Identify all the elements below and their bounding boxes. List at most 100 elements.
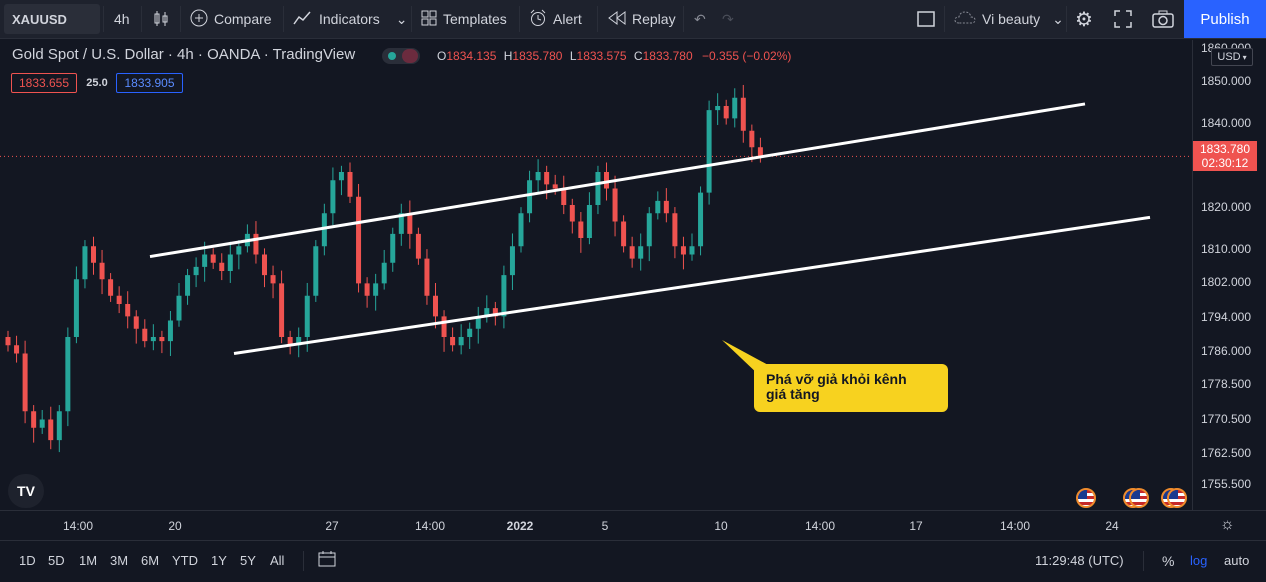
time-axis[interactable]: 14:00 20 27 14:00 2022 5 10 14:00 17 14:…: [0, 510, 1266, 541]
range-all-button[interactable]: All: [270, 553, 285, 568]
publish-button[interactable]: Publish: [1184, 0, 1266, 38]
tradingview-logo-icon[interactable]: TV: [8, 474, 44, 508]
candle-body: [296, 337, 302, 346]
alert-button[interactable]: Alert: [529, 0, 582, 38]
price-axis[interactable]: 1860.000 1850.000 1840.000 1820.000 1810…: [1192, 40, 1266, 510]
compare-button[interactable]: Compare: [190, 0, 272, 38]
candle-body: [698, 192, 704, 247]
redo-button[interactable]: ↷: [722, 0, 734, 38]
candle-body: [757, 147, 763, 157]
price-label: 1850.000: [1200, 74, 1251, 88]
range-3m-button[interactable]: 3M: [110, 553, 129, 568]
price-label: 1762.500: [1200, 446, 1251, 460]
chart-type-button[interactable]: [152, 0, 170, 38]
range-1d-button[interactable]: 1D: [19, 553, 36, 568]
candles-icon: [154, 11, 168, 26]
us-flag-event-icon[interactable]: [1076, 488, 1096, 508]
rewind-icon: [608, 10, 626, 28]
candle-body: [578, 221, 584, 238]
auto-scale-button[interactable]: auto: [1224, 553, 1250, 568]
candle-body: [398, 213, 404, 234]
candle-body: [441, 316, 447, 337]
currency-selector[interactable]: USD ▾: [1211, 48, 1253, 66]
candle-body: [723, 106, 729, 119]
symbol-legend-title: Gold Spot / U.S. Dollar · 4h · OANDA · T…: [12, 46, 356, 63]
symbol-search-button[interactable]: XAUUSD: [4, 4, 100, 34]
templates-button[interactable]: Templates: [421, 0, 507, 38]
buy-price-button[interactable]: 1833.905: [116, 73, 183, 93]
candle-body: [663, 200, 669, 214]
gear-icon: ⚙: [1075, 8, 1093, 31]
candle-body: [65, 337, 71, 412]
time-label: 14:00: [999, 519, 1031, 533]
layout-name-label: Vi beauty: [982, 11, 1041, 27]
interval-button[interactable]: 4h: [114, 11, 130, 27]
fullscreen-button[interactable]: [1114, 0, 1132, 38]
candle-body: [193, 266, 199, 276]
sun-icon[interactable]: ☼: [1220, 516, 1235, 533]
utc-clock[interactable]: 11:29:48 (UTC): [1035, 553, 1124, 568]
screenshot-button[interactable]: [1152, 0, 1174, 38]
chart-pane[interactable]: [0, 40, 1192, 510]
candle-body: [672, 213, 678, 247]
price-label: 1755.500: [1200, 477, 1251, 491]
candle-body: [552, 184, 558, 189]
time-label: 24: [1105, 519, 1119, 533]
candle-body: [321, 213, 327, 247]
time-label: 14:00: [804, 519, 836, 533]
candle-body: [586, 205, 592, 238]
candle-body: [202, 254, 208, 267]
layout-button[interactable]: [916, 0, 936, 38]
range-1y-button[interactable]: 1Y: [211, 553, 227, 568]
market-status-toggle[interactable]: [382, 48, 420, 64]
candle-body: [527, 180, 533, 214]
candle-body: [347, 172, 353, 197]
divider: [683, 6, 684, 32]
candle-body: [433, 295, 438, 317]
sell-price-button[interactable]: 1833.655: [11, 73, 77, 93]
go-to-date-button[interactable]: [318, 550, 336, 571]
candle-body: [48, 419, 54, 441]
candle-body: [373, 283, 379, 296]
candle-body: [749, 130, 755, 148]
candle-body: [732, 97, 738, 119]
candle-body: [5, 337, 11, 346]
price-chart[interactable]: [0, 40, 1192, 510]
annotation-callout[interactable]: Phá vỡ giả khỏi kênh giá tăng: [754, 364, 948, 412]
divider: [141, 6, 142, 32]
candle-body: [270, 275, 276, 284]
candle-body: [629, 246, 635, 259]
divider: [303, 551, 304, 571]
range-5d-button[interactable]: 5D: [48, 553, 65, 568]
low-value: 1833.575: [576, 49, 627, 63]
undo-button[interactable]: ↶: [694, 0, 706, 38]
price-label: 1820.000: [1200, 200, 1251, 214]
divider: [411, 6, 412, 32]
candle-body: [227, 254, 233, 271]
range-1m-button[interactable]: 1M: [79, 553, 98, 568]
time-label: 10: [714, 519, 728, 533]
layout-name-button[interactable]: Vi beauty ⌄: [954, 0, 1064, 38]
range-5y-button[interactable]: 5Y: [240, 553, 256, 568]
time-label: 2022: [506, 519, 534, 533]
candle-body: [236, 246, 242, 255]
candle-body: [621, 221, 627, 247]
us-flag-event-icon[interactable]: [1167, 488, 1187, 508]
square-icon: [917, 11, 935, 27]
replay-button[interactable]: Replay: [608, 0, 676, 38]
time-label: 14:00: [414, 519, 446, 533]
candle-body: [646, 213, 652, 247]
log-scale-button[interactable]: log: [1190, 553, 1208, 568]
callout-line-2: giá tăng: [766, 386, 820, 402]
range-ytd-button[interactable]: YTD: [172, 553, 198, 568]
time-label: 14:00: [62, 519, 94, 533]
us-flag-event-icon[interactable]: [1129, 488, 1149, 508]
candle-body: [39, 419, 45, 428]
candle-body: [356, 196, 362, 284]
fullscreen-icon: [1114, 10, 1132, 28]
indicators-button[interactable]: Indicators ⌄: [293, 0, 407, 38]
percent-scale-button[interactable]: %: [1162, 553, 1175, 569]
range-6m-button[interactable]: 6M: [141, 553, 160, 568]
settings-button[interactable]: ⚙: [1075, 0, 1093, 38]
templates-label: Templates: [443, 11, 507, 27]
